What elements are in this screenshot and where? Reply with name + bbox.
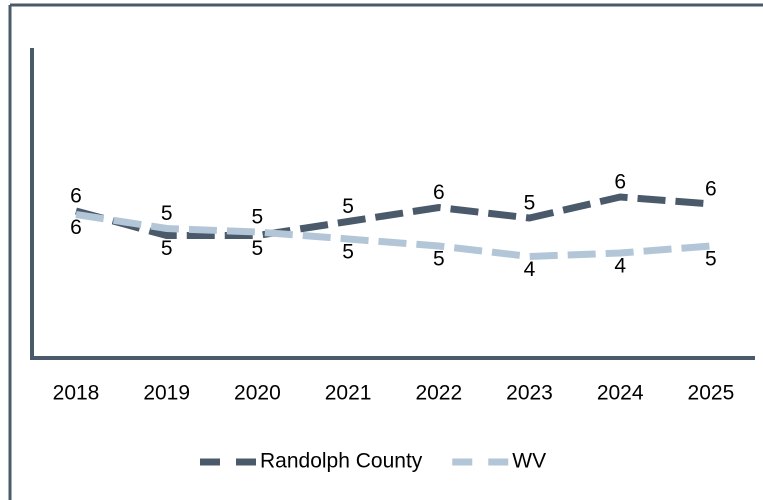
series-line [75, 211, 712, 261]
data-label: 4 [614, 255, 626, 278]
x-tick-label: 2023 [506, 382, 553, 405]
data-label: 5 [524, 192, 536, 215]
data-label: 6 [70, 185, 82, 208]
data-label: 5 [252, 206, 264, 229]
data-label: 6 [433, 181, 445, 204]
x-tick-label: 2019 [143, 382, 190, 405]
data-label: 5 [252, 237, 264, 260]
series-line [75, 193, 712, 239]
x-tick-label: 2022 [415, 382, 462, 405]
x-tick-label: 2018 [53, 382, 100, 405]
data-label: 6 [70, 216, 82, 239]
data-label: 5 [433, 248, 445, 271]
data-label: 6 [614, 171, 626, 194]
data-label: 5 [161, 237, 173, 260]
x-tick-label: 2024 [597, 382, 644, 405]
data-label: 5 [705, 248, 717, 271]
x-tick-label: 2020 [234, 382, 281, 405]
x-tick-label: 2021 [325, 382, 372, 405]
data-label: 5 [342, 241, 354, 264]
data-label: 5 [161, 202, 173, 225]
data-label: 5 [342, 195, 354, 218]
legend-label: Randolph County [260, 450, 423, 473]
data-label: 6 [705, 178, 717, 201]
x-tick-label: 2025 [688, 382, 735, 405]
data-label: 4 [524, 258, 536, 281]
legend-label: WV [512, 450, 546, 473]
